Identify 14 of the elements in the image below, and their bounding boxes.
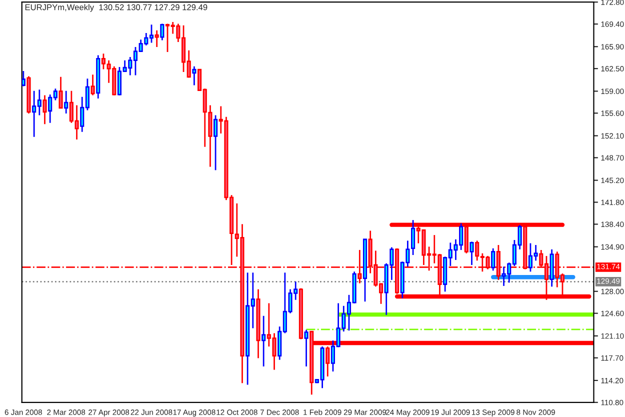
candlestick [90, 74, 95, 96]
candlestick [154, 30, 159, 48]
chart-title: EURJPYm,Weekly 130.52 130.77 127.29 129.49 [25, 4, 208, 12]
candlestick [22, 70, 26, 87]
candlestick [42, 94, 47, 125]
candlestick [470, 241, 474, 266]
candlestick [304, 329, 308, 368]
candlestick [58, 76, 63, 110]
candlestick [262, 315, 266, 368]
candlestick [491, 248, 496, 272]
candlestick [64, 90, 68, 114]
candlestick [192, 66, 196, 86]
candlestick [160, 23, 164, 42]
candlestick [214, 114, 218, 171]
